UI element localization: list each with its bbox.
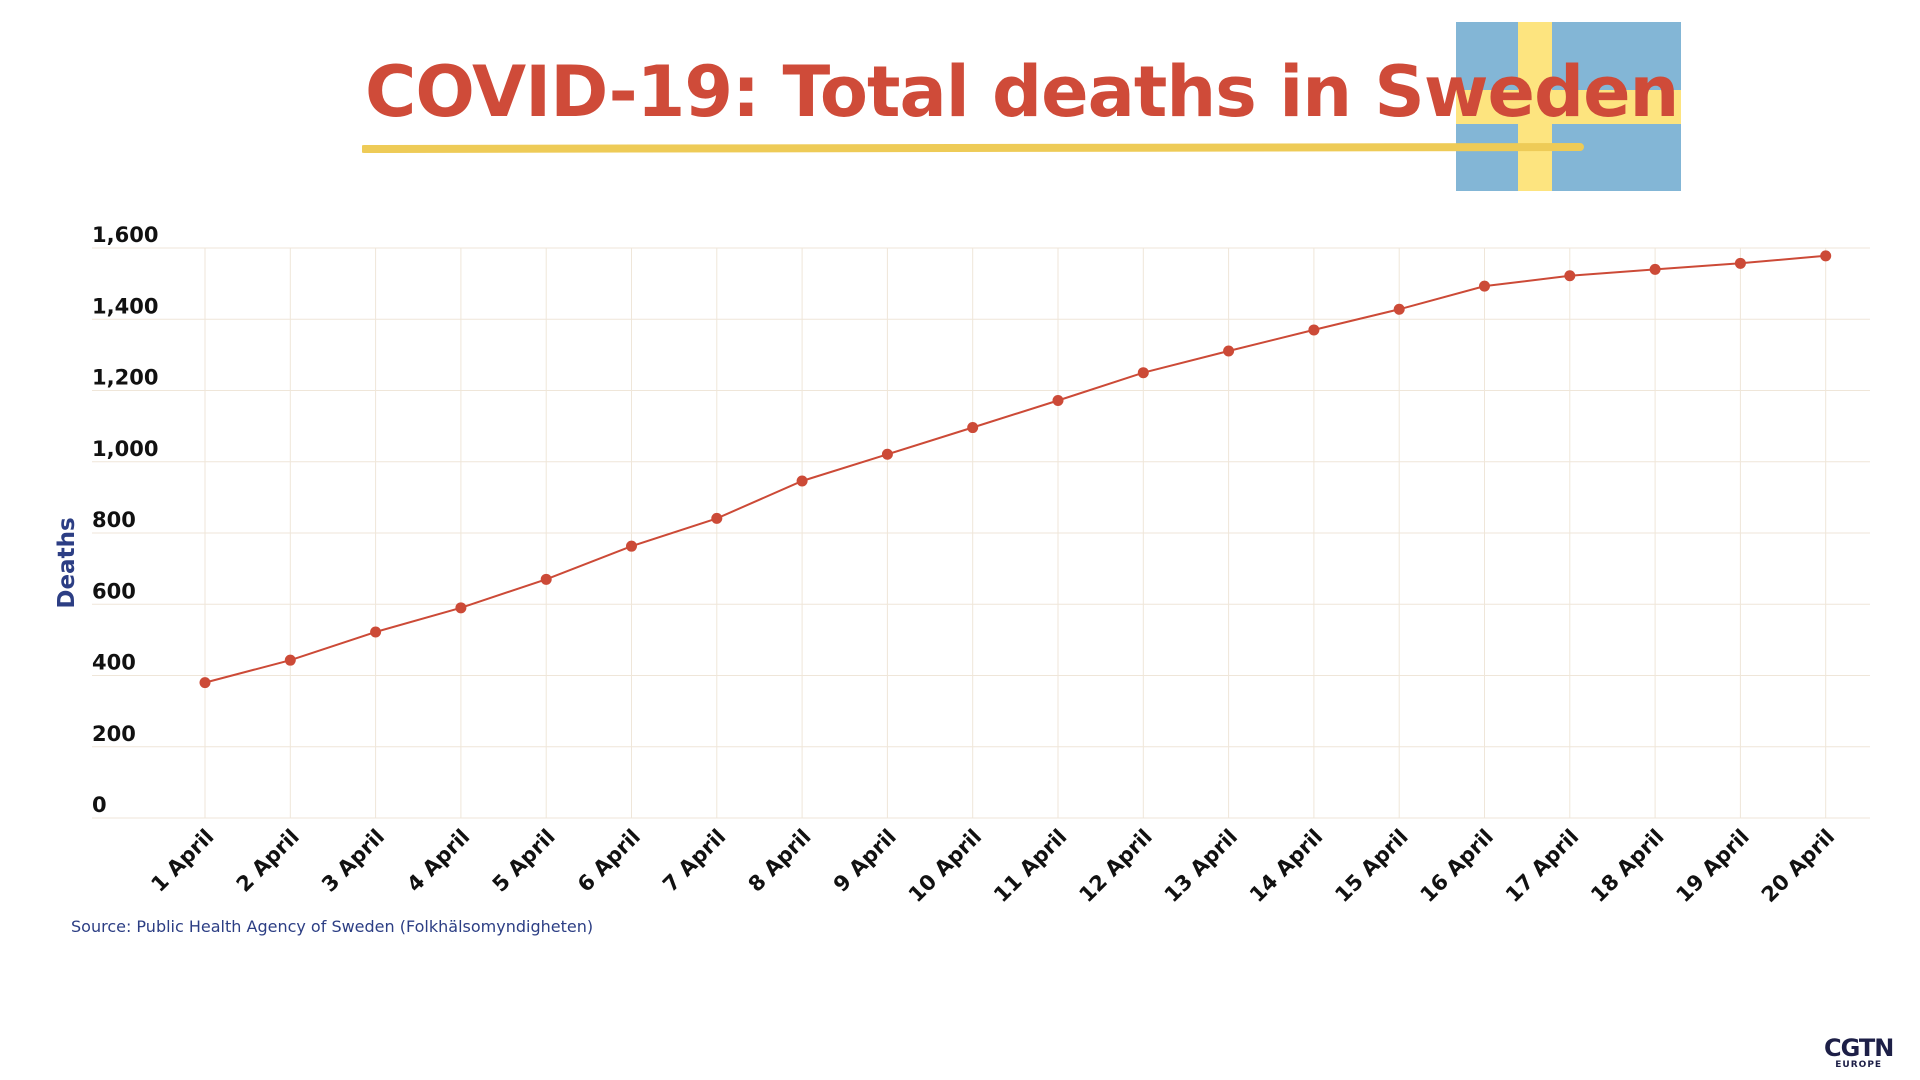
logo-text-sub: EUROPE: [1835, 1060, 1883, 1070]
data-point: [199, 677, 211, 689]
x-tick-label: 4 April: [402, 825, 474, 897]
y-tick-label: 800: [92, 508, 136, 532]
x-tick-label: 15 April: [1330, 825, 1412, 907]
data-point: [455, 602, 467, 614]
data-point: [1820, 250, 1832, 262]
y-tick-label: 600: [92, 579, 136, 603]
x-axis-ticks: 1 April 2 April 3 April 4 April 5 April 6 Apr…: [146, 825, 1839, 907]
x-tick-label: 8 April: [744, 825, 816, 897]
y-tick-label: 400: [92, 651, 136, 675]
x-tick-label: 19 April: [1672, 825, 1754, 907]
source-note: Source: Public Health Agency of Sweden (…: [71, 917, 594, 936]
x-tick-label: 13 April: [1160, 825, 1242, 907]
x-tick-label: 3 April: [317, 825, 389, 897]
y-tick-label: 1,400: [92, 294, 158, 318]
y-tick-label: 1,600: [92, 223, 158, 247]
y-tick-label: 1,000: [92, 437, 158, 461]
data-point: [1052, 394, 1064, 406]
x-tick-label: 5 April: [488, 825, 560, 897]
x-tick-label: 18 April: [1586, 825, 1668, 907]
series-line-deaths: [204, 254, 1826, 684]
chart-title: COVID-19: Total deaths in Sweden: [365, 51, 1679, 133]
y-axis-ticks: 0 200 400 600 800 1,000 1,200 1,400 1,600: [92, 223, 158, 817]
x-tick-label: 7 April: [658, 825, 730, 897]
data-point: [796, 475, 808, 487]
data-point: [1564, 270, 1576, 282]
x-tick-label: 14 April: [1245, 825, 1327, 907]
data-point: [1649, 263, 1661, 275]
y-axis-label: Deaths: [54, 517, 80, 608]
grid: [92, 247, 1870, 819]
y-tick-label: 200: [92, 722, 136, 746]
x-tick-label: 20 April: [1757, 825, 1839, 907]
sweden-flag: [1456, 22, 1681, 191]
x-tick-label: 10 April: [904, 825, 986, 907]
x-tick-label: 17 April: [1501, 825, 1583, 907]
data-point: [1308, 324, 1320, 336]
cgtn-europe-logo: CGTN EUROPE: [1824, 1034, 1894, 1070]
y-tick-label: 1,200: [92, 366, 158, 390]
data-point: [1734, 257, 1746, 269]
data-point: [1393, 303, 1405, 315]
data-point: [540, 573, 552, 585]
data-point: [967, 422, 979, 434]
data-points: [199, 250, 1832, 689]
data-point: [1479, 280, 1490, 292]
x-tick-label: 16 April: [1416, 825, 1498, 907]
data-point: [284, 654, 296, 666]
logo-text-main: CGTN: [1824, 1034, 1894, 1062]
x-tick-label: 12 April: [1074, 825, 1156, 907]
y-tick-label: 0: [92, 793, 107, 817]
flag-cross-horizontal: [1456, 90, 1681, 124]
line-chart: 0 200 400 600 800 1,000 1,200 1,400 1,600 1 Apri…: [54, 223, 1870, 907]
data-point: [1223, 345, 1235, 357]
data-point: [626, 540, 637, 552]
data-point: [1137, 367, 1149, 379]
data-point: [370, 626, 382, 638]
title-underline: [362, 143, 1584, 153]
x-tick-label: 2 April: [232, 825, 304, 897]
x-tick-label: 9 April: [829, 825, 901, 897]
x-tick-label: 11 April: [989, 825, 1071, 907]
x-tick-label: 6 April: [573, 825, 645, 897]
x-tick-label: 1 April: [146, 825, 218, 897]
data-point: [881, 448, 893, 460]
data-point: [711, 512, 723, 524]
